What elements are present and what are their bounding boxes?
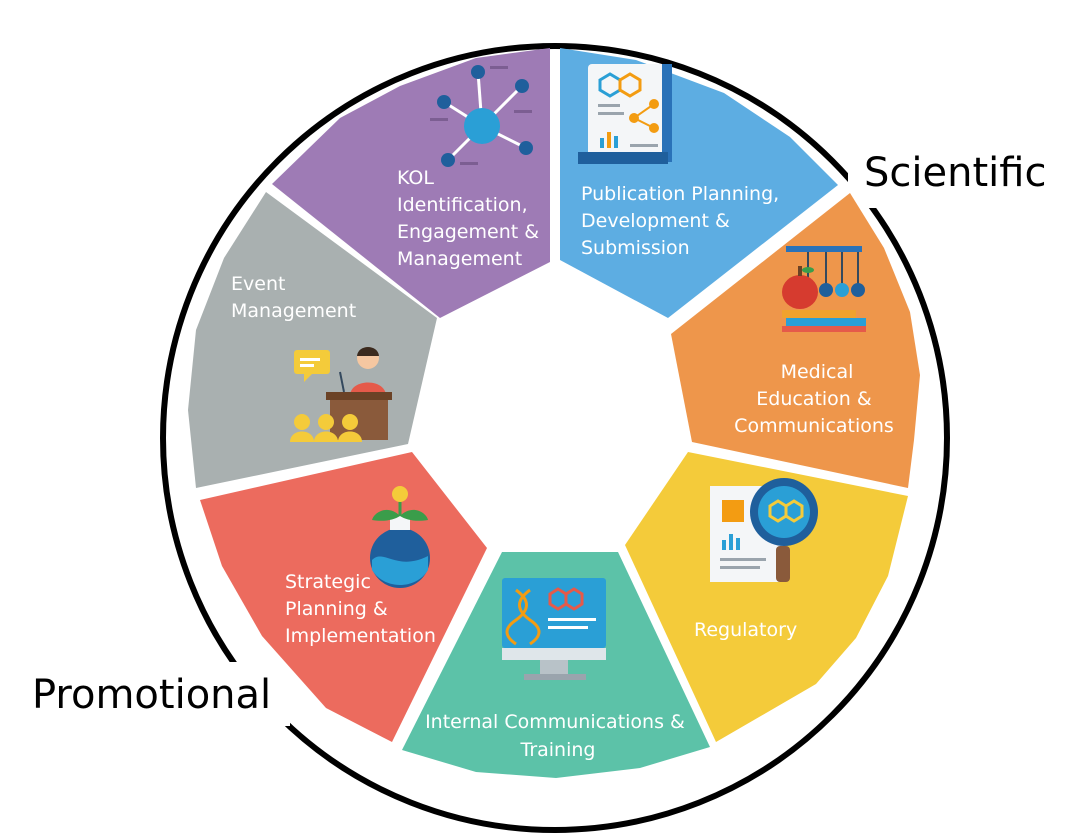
regulatory-label: Regulatory — [694, 619, 797, 641]
promotional-label: Promotional — [32, 672, 271, 718]
scientific-label: Scientific — [864, 150, 1046, 196]
outer-ring — [160, 43, 950, 833]
segment-strategic-planning[interactable] — [200, 452, 487, 742]
plant-globe-icon — [370, 486, 430, 588]
segment-regulatory-shape — [625, 452, 908, 742]
ring-gap-scientific — [848, 140, 1058, 208]
kol-label: KOL Identification, Engagement & Managem… — [397, 167, 545, 270]
medical-education-label: Medical Education & Communications — [734, 361, 894, 437]
segment-regulatory[interactable] — [625, 452, 908, 742]
segment-strategic-planning-shape — [200, 452, 487, 742]
apple-pendulum-icon — [782, 246, 866, 332]
presenter-audience-icon — [290, 347, 392, 442]
document-network-icon — [578, 64, 672, 164]
event-management-label: Event Management — [231, 273, 356, 322]
ring-gap-promotional — [20, 662, 290, 726]
publication-label: Publication Planning, Development & Subm… — [581, 183, 785, 259]
monitor-dna-icon — [502, 578, 606, 680]
document-magnifier-icon — [710, 478, 818, 582]
network-hub-icon — [430, 65, 533, 167]
strategic-planning-label: Strategic Planning & Implementation — [285, 571, 436, 647]
internal-comms-label: Internal Communications & Training — [425, 711, 691, 761]
